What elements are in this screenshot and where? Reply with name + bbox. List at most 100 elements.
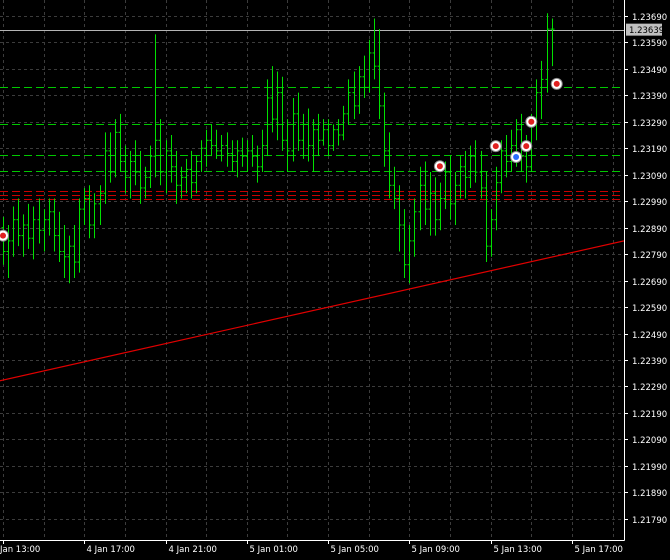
ohlc-bar	[407, 225, 412, 284]
ohlc-bar	[296, 92, 301, 151]
ohlc-bar	[260, 129, 265, 173]
ohlc-bar	[209, 124, 214, 157]
ohlc-bar	[550, 18, 555, 67]
trade-markers	[0, 77, 563, 242]
ohlc-bar	[270, 66, 275, 133]
ohlc-bar	[301, 113, 306, 159]
ohlc-bar	[387, 132, 392, 199]
ohlc-bar	[311, 119, 316, 173]
ohlc-bar	[113, 119, 118, 178]
ohlc-bar	[67, 235, 72, 284]
ohlc-bar	[11, 206, 16, 257]
ohlc-bar	[225, 132, 230, 167]
time-tick-label: 5 Jan 09:00	[412, 545, 460, 555]
current-price-box	[626, 23, 662, 36]
ohlc-bar	[326, 119, 331, 157]
price-tick-label: 1.22890	[632, 225, 667, 235]
ohlc-bar	[534, 79, 539, 141]
ohlc-bar	[372, 18, 377, 80]
buy-marker	[510, 150, 523, 163]
ohlc-bar	[306, 108, 311, 162]
ohlc-bar	[57, 211, 62, 263]
ohlc-bar	[392, 166, 397, 210]
ohlc-bar	[438, 182, 443, 231]
ohlc-bar	[504, 135, 509, 178]
sell-marker	[433, 160, 446, 173]
price-tick-label: 1.22190	[632, 410, 667, 420]
ohlc-bar	[47, 198, 52, 236]
price-tick-label: 1.23690	[632, 13, 667, 23]
marker-core	[513, 153, 520, 160]
ohlc-bar	[240, 137, 245, 167]
ohlc-bar	[489, 209, 494, 257]
price-tick-label: 1.23290	[632, 119, 667, 129]
ohlc-bar	[458, 156, 463, 199]
price-tick-label: 1.22990	[632, 198, 667, 208]
ohlc-bar	[412, 198, 417, 257]
ohlc-bar	[545, 13, 550, 93]
horizontal-levels	[0, 30, 624, 200]
marker-core	[523, 143, 530, 150]
time-tick-label: Jan 13:00	[0, 545, 40, 555]
price-tick-label: 1.23090	[632, 172, 667, 182]
price-tick-label: 1.22290	[632, 383, 667, 393]
sell-marker	[520, 140, 533, 153]
ohlc-bar	[82, 187, 87, 225]
ohlc-bar	[169, 135, 174, 183]
price-tick-label: 1.22790	[632, 251, 667, 261]
ohlc-bar	[494, 166, 499, 231]
ohlc-bar	[291, 97, 296, 162]
marker-core	[436, 163, 443, 170]
ohlc-bar	[346, 79, 351, 125]
ohlc-bar	[468, 145, 473, 188]
ohlc-bar	[37, 198, 42, 244]
ohlc-bar	[341, 105, 346, 141]
price-tick-label: 1.21890	[632, 489, 667, 499]
ohlc-bar	[509, 129, 514, 173]
ohlc-bar	[235, 140, 240, 178]
ohlc-bar	[499, 140, 504, 194]
sell-marker	[489, 140, 502, 153]
ohlc-bar	[275, 71, 280, 141]
ohlc-bar	[473, 140, 478, 183]
ohlc-bar	[321, 119, 326, 146]
ohlc-bar	[103, 132, 108, 204]
ohlc-bar	[484, 172, 489, 263]
price-tick-label: 1.22390	[632, 357, 667, 367]
ohlc-bar	[357, 66, 362, 114]
ohlc-bar	[87, 185, 92, 239]
ohlc-bar	[214, 129, 219, 159]
ohlc-bar	[143, 166, 148, 199]
ohlc-bar	[382, 92, 387, 167]
ohlc-bar	[184, 158, 189, 194]
price-tick-label: 1.22590	[632, 304, 667, 314]
ohlc-bar	[133, 140, 138, 186]
ohlc-bar	[219, 135, 224, 162]
ohlc-bar	[42, 209, 47, 252]
ohlc-bar	[21, 214, 26, 257]
ohlc-bar	[265, 79, 270, 157]
price-tick-label: 1.22490	[632, 331, 667, 341]
ohlc-bar	[98, 185, 103, 225]
ohlc-bar	[174, 150, 179, 204]
ohlc-bar	[77, 198, 82, 273]
time-tick-label: 5 Jan 17:00	[575, 545, 623, 555]
ohlc-bar	[285, 119, 290, 173]
ohlc-bar	[448, 156, 453, 220]
current-price-label: 1.23639	[629, 26, 664, 36]
price-tick-label: 1.23590	[632, 39, 667, 49]
ohlc-bar	[433, 177, 438, 236]
ohlc-bar	[397, 185, 402, 252]
ohlc-bar	[255, 145, 260, 183]
ohlc-bar	[26, 203, 31, 249]
sell-marker	[0, 229, 9, 242]
ohlc-bar	[280, 76, 285, 151]
ohlc-bar	[443, 161, 448, 210]
marker-core	[492, 143, 499, 150]
ohlc-bar	[199, 140, 204, 173]
ohlc-bar	[336, 119, 341, 146]
ohlc-bar	[402, 209, 407, 278]
